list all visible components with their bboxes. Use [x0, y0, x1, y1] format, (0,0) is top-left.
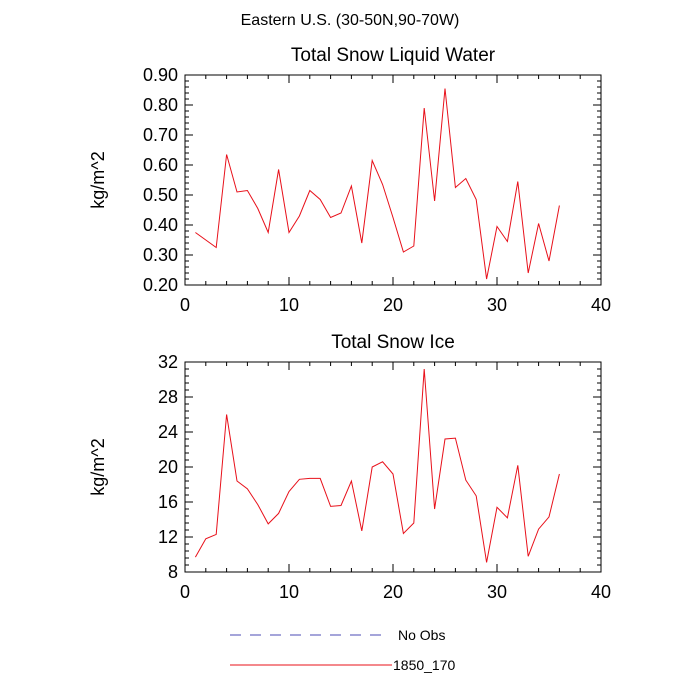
y-tick-label: 0.50 [143, 185, 178, 205]
y-tick-label: 24 [158, 422, 178, 442]
series-line-1850-170 [194, 368, 560, 563]
x-tick-label: 10 [279, 295, 299, 315]
legend-label-no-obs: No Obs [398, 627, 445, 643]
y-tick-label: 32 [158, 352, 178, 372]
y-tick-label: 16 [158, 492, 178, 512]
y-tick-label: 0.20 [143, 275, 178, 295]
panel-total-snow-liquid-water: Total Snow Liquid Water kg/m^2 0 10 20 30 40 0.… [88, 45, 611, 315]
x-tick-label: 0 [180, 582, 190, 602]
x-tick-label: 10 [279, 582, 299, 602]
chart-title: Total Snow Liquid Water [291, 45, 496, 66]
y-axis-label: kg/m^2 [88, 151, 108, 208]
y-tick-label: 0.70 [143, 125, 178, 145]
y-tick-label: 12 [158, 527, 178, 547]
x-tick-label: 40 [591, 582, 611, 602]
x-tick-label: 0 [180, 295, 190, 315]
plot-frame [184, 361, 602, 573]
y-axis-label: kg/m^2 [88, 438, 108, 495]
y-tick-label: 0.90 [143, 65, 178, 85]
x-tick-label: 30 [487, 295, 507, 315]
x-tick-label: 40 [591, 295, 611, 315]
y-tick-label: 0.30 [143, 245, 178, 265]
legend-label-1850-170: 1850_170 [393, 657, 456, 673]
y-tick-label: 8 [168, 562, 178, 582]
figure-title: Eastern U.S. (30-50N,90-70W) [241, 12, 460, 29]
y-tick-label: 0.80 [143, 95, 178, 115]
x-tick-label: 20 [383, 295, 403, 315]
y-tick-label: 0.60 [143, 155, 178, 175]
x-tick-label: 30 [487, 582, 507, 602]
series-line-1850-170 [195, 88, 560, 280]
y-tick-label: 28 [158, 387, 178, 407]
x-tick-label: 20 [383, 582, 403, 602]
panel-total-snow-ice: Total Snow Ice kg/m^2 0 10 20 30 40 8 12 16 20 24 28… [88, 332, 611, 602]
plot-frame [184, 74, 602, 286]
chart-title: Total Snow Ice [331, 332, 455, 353]
y-tick-label: 20 [158, 457, 178, 477]
y-tick-label: 0.40 [143, 215, 178, 235]
legend: No Obs 1850_170 [230, 627, 456, 673]
